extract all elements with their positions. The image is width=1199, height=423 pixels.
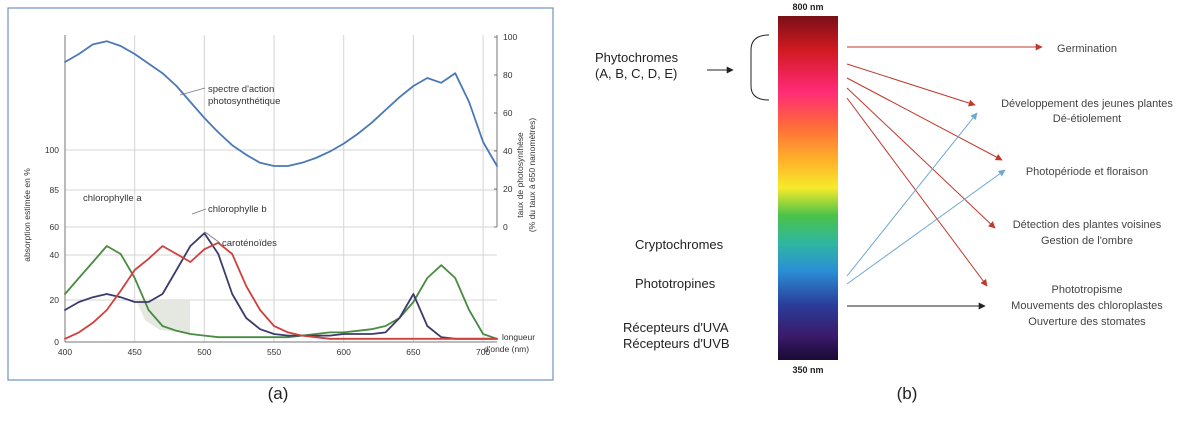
y-tick-label-right: 60	[503, 108, 513, 118]
x-tick-label: 600	[337, 347, 351, 357]
response-phototropisme-line3: Ouverture des stomates	[1028, 316, 1146, 328]
receptor-phototropines: Phototropines	[635, 276, 716, 291]
arrow-blue-photoperiode	[846, 169, 1006, 285]
y-tick-label-left: 100	[45, 145, 59, 155]
response-phototropisme-line1: Phototropisme	[1052, 284, 1123, 296]
label-chlorophylle-b: chlorophylle b	[208, 204, 267, 215]
spectrum-top-label: 800 nm	[792, 2, 823, 12]
series-layer	[64, 40, 498, 340]
response-detection-line1: Détection des plantes voisines	[1013, 219, 1162, 231]
y-tick-label-right: 80	[503, 70, 513, 80]
series-line-1	[64, 245, 498, 340]
response-detection-line2: Gestion de l'ombre	[1041, 235, 1133, 247]
x-tick-label: 700	[476, 347, 490, 357]
y-tick-label-left: 0	[54, 337, 59, 347]
y-tick-label-left: 20	[50, 295, 60, 305]
label-action-spectrum-line1: spectre d'action	[208, 84, 274, 95]
x-tick-label: 500	[197, 347, 211, 357]
y-axis-label-left: absorption estimée en %	[22, 168, 32, 262]
receptor-phytochromes-line2: (A, B, C, D, E)	[595, 66, 677, 81]
series-line-0	[64, 40, 498, 167]
panel-a-chart: 400 450 500 550 600 650 700 0 20 40 60 85 100 0 20 40 60…	[0, 0, 555, 418]
y-tick-label-right: 40	[503, 146, 513, 156]
x-axis-label-line1: longueur	[502, 332, 535, 342]
response-germination: Germination	[1057, 43, 1117, 55]
absorption-spectrum-chart: 400 450 500 550 600 650 700 0 20 40 60 85 100 0 20 40 60…	[7, 7, 554, 381]
arrow-red-detection	[846, 87, 996, 229]
phytochromes-bracket	[750, 34, 770, 101]
y-tick-label-left: 40	[50, 250, 60, 260]
label-carotenoides: caroténoïdes	[222, 238, 277, 249]
leader-action-spectrum	[179, 87, 206, 96]
y-tick-label-right: 20	[503, 184, 513, 194]
panel-b-caption: (b)	[896, 384, 918, 403]
x-tick-label: 400	[58, 347, 72, 357]
response-photoperiode: Photopériode et floraison	[1026, 166, 1148, 178]
x-tick-label: 450	[128, 347, 142, 357]
x-axis-label-line2: d'onde (nm)	[484, 344, 529, 354]
y-tick-label-left: 85	[50, 185, 60, 195]
plot-area	[65, 35, 497, 342]
y-tick-label-left: 60	[50, 222, 60, 232]
receptor-phytochromes-line1: Phytochromes	[595, 50, 679, 65]
y-tick-label-right: 100	[503, 32, 517, 42]
tick-labels: 400 450 500 550 600 650 700 0 20 40 60 85 100 0 20 40 60…	[45, 32, 518, 357]
receptor-uva: Récepteurs d'UVA	[623, 320, 729, 335]
response-developpement-line1: Développement des jeunes plantes	[1001, 98, 1173, 110]
panel-a-caption: (a)	[267, 384, 289, 403]
response-developpement-line2: Dé-étiolement	[1053, 113, 1121, 125]
receptor-uvb: Récepteurs d'UVB	[623, 336, 730, 351]
light-spectrum-bar	[778, 16, 838, 360]
arrow-red-developpement	[846, 63, 976, 107]
x-tick-label: 650	[406, 347, 420, 357]
leader-chlorophylle-b	[191, 208, 207, 215]
arrow-red-phototropisme	[846, 97, 988, 287]
response-phototropisme-line2: Mouvements des chloroplastes	[1011, 300, 1163, 312]
y-tick-label-right: 0	[503, 222, 508, 232]
shaded-region	[136, 300, 190, 333]
x-tick-label: 550	[267, 347, 281, 357]
series-line-2	[64, 232, 498, 340]
panel-b-diagram: 800 nm 350 nm Phytochromes (A, B, C, D, …	[555, 0, 1199, 418]
receptor-cryptochromes: Cryptochromes	[635, 237, 724, 252]
axes	[64, 35, 498, 343]
y-axis-label-right-line1: taux de photosynthèse	[515, 132, 525, 218]
label-action-spectrum-line2: photosynthétique	[208, 96, 280, 107]
leader-carotenoides	[204, 231, 221, 244]
spectrum-bottom-label: 350 nm	[792, 365, 823, 375]
series-line-3	[64, 241, 498, 340]
label-chlorophylle-a: chlorophylle a	[83, 193, 142, 204]
y-axis-label-right-line2: (% du taux à 650 nanomètres)	[527, 118, 537, 233]
arrow-red-photoperiode	[846, 77, 1003, 161]
arrow-blue-developpement	[846, 112, 978, 277]
photoreceptor-diagram: 800 nm 350 nm Phytochromes (A, B, C, D, …	[595, 2, 1173, 375]
